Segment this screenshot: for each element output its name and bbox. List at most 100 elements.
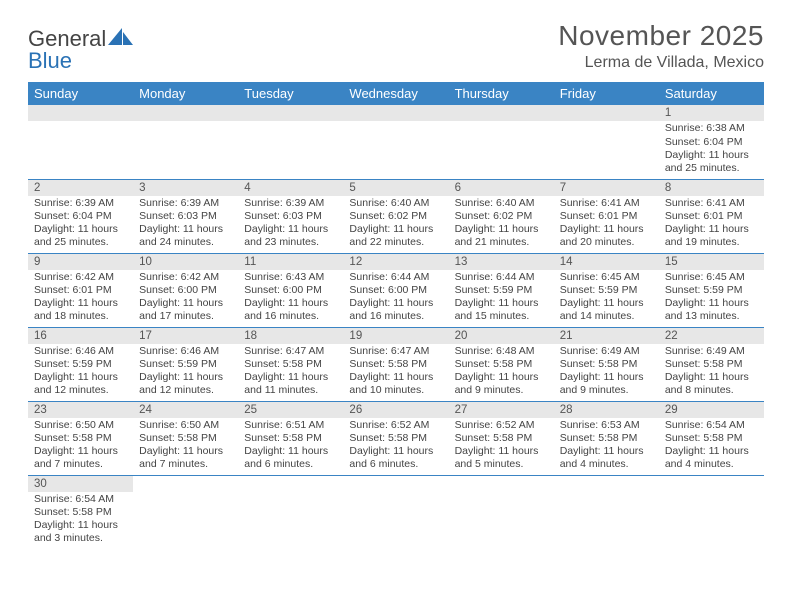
calendar-cell: 19Sunrise: 6:47 AMSunset: 5:58 PMDayligh… <box>343 327 448 401</box>
weekday-header: Saturday <box>659 82 764 105</box>
daylight-text: and 6 minutes. <box>349 458 442 471</box>
calendar-cell <box>343 475 448 549</box>
daylight-text: Daylight: 11 hours <box>139 445 232 458</box>
calendar-table: Sunday Monday Tuesday Wednesday Thursday… <box>28 82 764 549</box>
day-details: Sunrise: 6:39 AMSunset: 6:04 PMDaylight:… <box>28 196 133 252</box>
day-number: 23 <box>28 402 133 418</box>
calendar-cell: 2Sunrise: 6:39 AMSunset: 6:04 PMDaylight… <box>28 179 133 253</box>
month-title: November 2025 <box>558 20 764 52</box>
sunset-text: Sunset: 6:00 PM <box>139 284 232 297</box>
day-number: 30 <box>28 476 133 492</box>
sunrise-text: Sunrise: 6:49 AM <box>665 345 758 358</box>
sunset-text: Sunset: 5:58 PM <box>34 506 127 519</box>
daylight-text: Daylight: 11 hours <box>665 371 758 384</box>
sunset-text: Sunset: 5:59 PM <box>34 358 127 371</box>
day-details: Sunrise: 6:45 AMSunset: 5:59 PMDaylight:… <box>659 270 764 326</box>
sunrise-text: Sunrise: 6:52 AM <box>349 419 442 432</box>
sunset-text: Sunset: 5:58 PM <box>349 432 442 445</box>
sail-icon <box>108 26 134 52</box>
daylight-text: Daylight: 11 hours <box>455 445 548 458</box>
sunrise-text: Sunrise: 6:53 AM <box>560 419 653 432</box>
day-number: 20 <box>449 328 554 344</box>
sunrise-text: Sunrise: 6:46 AM <box>34 345 127 358</box>
daylight-text: Daylight: 11 hours <box>455 223 548 236</box>
sunrise-text: Sunrise: 6:54 AM <box>665 419 758 432</box>
calendar-cell: 4Sunrise: 6:39 AMSunset: 6:03 PMDaylight… <box>238 179 343 253</box>
daylight-text: and 12 minutes. <box>139 384 232 397</box>
calendar-cell <box>659 475 764 549</box>
day-details: Sunrise: 6:43 AMSunset: 6:00 PMDaylight:… <box>238 270 343 326</box>
day-number: 1 <box>659 105 764 121</box>
sunrise-text: Sunrise: 6:45 AM <box>560 271 653 284</box>
sunset-text: Sunset: 6:04 PM <box>665 136 758 149</box>
day-details: Sunrise: 6:46 AMSunset: 5:59 PMDaylight:… <box>133 344 238 400</box>
day-details: Sunrise: 6:41 AMSunset: 6:01 PMDaylight:… <box>554 196 659 252</box>
sunset-text: Sunset: 5:58 PM <box>665 432 758 445</box>
calendar-cell: 29Sunrise: 6:54 AMSunset: 5:58 PMDayligh… <box>659 401 764 475</box>
daylight-text: and 6 minutes. <box>244 458 337 471</box>
daylight-text: Daylight: 11 hours <box>34 297 127 310</box>
calendar-cell: 1Sunrise: 6:38 AMSunset: 6:04 PMDaylight… <box>659 105 764 179</box>
calendar-cell: 6Sunrise: 6:40 AMSunset: 6:02 PMDaylight… <box>449 179 554 253</box>
calendar-cell: 17Sunrise: 6:46 AMSunset: 5:59 PMDayligh… <box>133 327 238 401</box>
calendar-cell: 28Sunrise: 6:53 AMSunset: 5:58 PMDayligh… <box>554 401 659 475</box>
calendar-row: 1Sunrise: 6:38 AMSunset: 6:04 PMDaylight… <box>28 105 764 179</box>
daylight-text: and 9 minutes. <box>560 384 653 397</box>
sunrise-text: Sunrise: 6:42 AM <box>139 271 232 284</box>
calendar-cell: 24Sunrise: 6:50 AMSunset: 5:58 PMDayligh… <box>133 401 238 475</box>
sunrise-text: Sunrise: 6:47 AM <box>244 345 337 358</box>
daylight-text: and 15 minutes. <box>455 310 548 323</box>
calendar-cell <box>133 475 238 549</box>
calendar-cell <box>28 105 133 179</box>
calendar-cell: 18Sunrise: 6:47 AMSunset: 5:58 PMDayligh… <box>238 327 343 401</box>
day-details: Sunrise: 6:45 AMSunset: 5:59 PMDaylight:… <box>554 270 659 326</box>
sunset-text: Sunset: 5:58 PM <box>244 358 337 371</box>
sunset-text: Sunset: 6:00 PM <box>349 284 442 297</box>
day-number: 28 <box>554 402 659 418</box>
sunset-text: Sunset: 6:00 PM <box>244 284 337 297</box>
day-number-bar <box>343 105 448 121</box>
day-details: Sunrise: 6:50 AMSunset: 5:58 PMDaylight:… <box>133 418 238 474</box>
day-number-bar <box>238 476 343 492</box>
day-number: 22 <box>659 328 764 344</box>
daylight-text: Daylight: 11 hours <box>349 445 442 458</box>
calendar-cell: 21Sunrise: 6:49 AMSunset: 5:58 PMDayligh… <box>554 327 659 401</box>
calendar-cell: 15Sunrise: 6:45 AMSunset: 5:59 PMDayligh… <box>659 253 764 327</box>
sunset-text: Sunset: 6:03 PM <box>244 210 337 223</box>
calendar-row: 9Sunrise: 6:42 AMSunset: 6:01 PMDaylight… <box>28 253 764 327</box>
day-details: Sunrise: 6:47 AMSunset: 5:58 PMDaylight:… <box>238 344 343 400</box>
calendar-cell: 27Sunrise: 6:52 AMSunset: 5:58 PMDayligh… <box>449 401 554 475</box>
day-details: Sunrise: 6:38 AMSunset: 6:04 PMDaylight:… <box>659 121 764 177</box>
daylight-text: and 23 minutes. <box>244 236 337 249</box>
daylight-text: Daylight: 11 hours <box>665 223 758 236</box>
day-number-bar <box>659 476 764 492</box>
day-number-bar <box>133 476 238 492</box>
day-number: 16 <box>28 328 133 344</box>
daylight-text: Daylight: 11 hours <box>560 223 653 236</box>
day-details: Sunrise: 6:47 AMSunset: 5:58 PMDaylight:… <box>343 344 448 400</box>
day-number-bar <box>28 105 133 121</box>
day-number: 14 <box>554 254 659 270</box>
day-number: 9 <box>28 254 133 270</box>
daylight-text: and 3 minutes. <box>34 532 127 545</box>
day-details: Sunrise: 6:40 AMSunset: 6:02 PMDaylight:… <box>449 196 554 252</box>
daylight-text: and 7 minutes. <box>34 458 127 471</box>
weekday-header: Thursday <box>449 82 554 105</box>
sunrise-text: Sunrise: 6:39 AM <box>139 197 232 210</box>
daylight-text: Daylight: 11 hours <box>34 371 127 384</box>
sunrise-text: Sunrise: 6:45 AM <box>665 271 758 284</box>
daylight-text: and 11 minutes. <box>244 384 337 397</box>
sunrise-text: Sunrise: 6:54 AM <box>34 493 127 506</box>
header: General November 2025 Lerma de Villada, … <box>28 20 764 72</box>
day-details: Sunrise: 6:49 AMSunset: 5:58 PMDaylight:… <box>659 344 764 400</box>
day-details: Sunrise: 6:46 AMSunset: 5:59 PMDaylight:… <box>28 344 133 400</box>
daylight-text: Daylight: 11 hours <box>34 519 127 532</box>
daylight-text: Daylight: 11 hours <box>349 223 442 236</box>
weekday-header-row: Sunday Monday Tuesday Wednesday Thursday… <box>28 82 764 105</box>
sunrise-text: Sunrise: 6:44 AM <box>349 271 442 284</box>
calendar-cell: 5Sunrise: 6:40 AMSunset: 6:02 PMDaylight… <box>343 179 448 253</box>
calendar-cell: 9Sunrise: 6:42 AMSunset: 6:01 PMDaylight… <box>28 253 133 327</box>
daylight-text: Daylight: 11 hours <box>455 371 548 384</box>
daylight-text: and 18 minutes. <box>34 310 127 323</box>
calendar-cell: 22Sunrise: 6:49 AMSunset: 5:58 PMDayligh… <box>659 327 764 401</box>
